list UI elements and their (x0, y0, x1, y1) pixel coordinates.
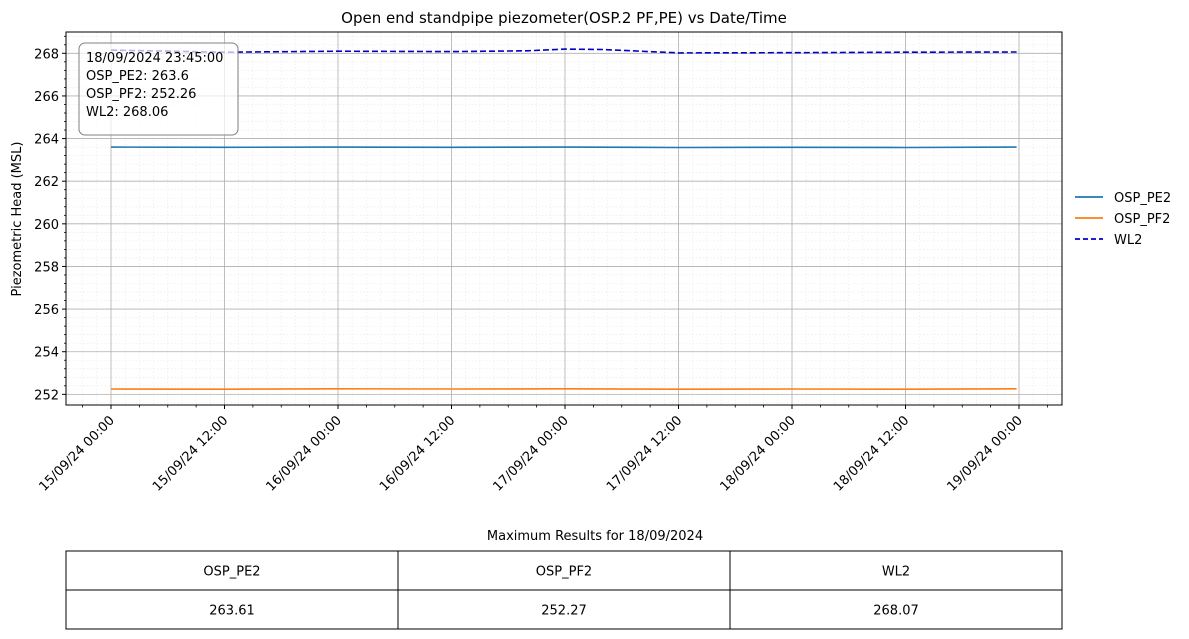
hover-tooltip: 18/09/2024 23:45:00 OSP_PE2: 263.6 OSP_PF2… (78, 42, 239, 136)
x-tick-label: 17/09/24 12:00 (604, 413, 685, 494)
table-cell (397, 589, 731, 630)
legend-label: OSP_PF2 (1114, 212, 1170, 227)
table-header-cell (65, 550, 399, 591)
y-tick-label: 260 (34, 218, 59, 233)
x-tick-label: 19/09/24 00:00 (945, 413, 1026, 494)
x-tick-label: 17/09/24 00:00 (491, 413, 572, 494)
y-tick-label: 256 (34, 303, 59, 318)
table-cell (729, 589, 1063, 630)
y-tick-label: 268 (34, 47, 59, 62)
tooltip-line: OSP_PF2: 252.26 (86, 87, 196, 102)
tooltip-line: 18/09/2024 23:45:00 (86, 51, 223, 66)
tooltip-box (78, 42, 239, 136)
x-tick-label: 18/09/24 00:00 (718, 413, 799, 494)
y-tick-label: 266 (34, 90, 59, 105)
table-cell (65, 589, 399, 630)
y-tick-label: 264 (34, 133, 59, 148)
table-cell-text: 252.27 (541, 604, 587, 619)
y-tick-label: 258 (34, 260, 59, 275)
table-header-text: OSP_PE2 (203, 565, 260, 580)
table-title: Maximum Results for 18/09/2024 (487, 529, 703, 544)
legend-label: OSP_PE2 (1114, 191, 1171, 206)
legend-label: WL2 (1114, 233, 1142, 248)
x-tick-label: 16/09/24 00:00 (264, 413, 345, 494)
results-table: OSP_PE2 OSP_PF2 WL2 263.61 252.27 268.07 (65, 550, 1063, 630)
x-tick-label: 18/09/24 12:00 (831, 413, 912, 494)
plot-frame (65, 31, 1063, 406)
legend: OSP_PE2 OSP_PF2 WL2 (1075, 191, 1171, 248)
table-cell-text: 268.07 (873, 604, 919, 619)
y-tick-label: 252 (34, 388, 59, 403)
plot-area: 252 254 256 258 260 262 264 266 268 15/09/24 00:0… (34, 31, 1063, 495)
y-tick-label: 254 (34, 346, 59, 361)
table-header-cell (397, 550, 731, 591)
y-tick-label: 262 (34, 175, 59, 190)
chart-title: Open end standpipe piezometer(OSP.2 PF,P… (341, 9, 787, 27)
y-axis-label: Piezometric Head (MSL) (10, 142, 25, 297)
tooltip-line: OSP_PE2: 263.6 (86, 69, 189, 84)
tooltip-line: WL2: 268.06 (86, 105, 168, 120)
table-header-text: WL2 (882, 565, 910, 580)
x-tick-label: 15/09/24 00:00 (37, 413, 118, 494)
table-header-text: OSP_PF2 (536, 565, 592, 580)
x-tick-label: 16/09/24 12:00 (377, 413, 458, 494)
series-line-wl2 (110, 48, 1017, 54)
table-cell-text: 263.61 (209, 604, 255, 619)
x-tick-label: 15/09/24 12:00 (150, 413, 231, 494)
